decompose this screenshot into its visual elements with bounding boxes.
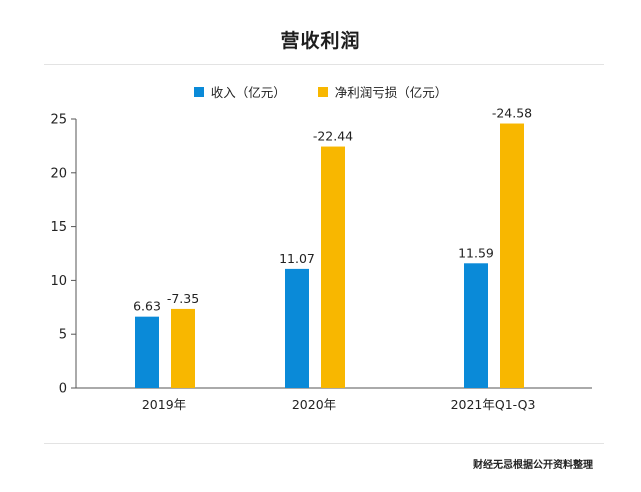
y-tick-label-2: 10 (50, 274, 67, 289)
y-tick-label-4: 20 (50, 166, 67, 181)
data-label-net-loss-0: -7.35 (167, 291, 199, 306)
y-tick-label-1: 5 (59, 328, 67, 343)
legend-label-net-loss: 净利润亏损（亿元） (334, 85, 448, 100)
bar-revenue-1 (285, 268, 309, 388)
legend-item-revenue: 收入（亿元） (193, 82, 286, 101)
y-tick-label-0: 0 (59, 382, 67, 397)
legend-label-revenue: 收入（亿元） (210, 85, 286, 100)
title-divider (44, 64, 604, 65)
y-tick-label-5: 25 (50, 113, 67, 128)
bar-net-loss-1 (321, 146, 345, 388)
source-note: 财经无忌根据公开资料整理 (473, 460, 593, 471)
bar-revenue-2 (464, 263, 488, 388)
legend: 收入（亿元） 净利润亏损（亿元） (0, 82, 641, 101)
footer-divider (44, 443, 604, 444)
x-tick-label-2: 2021年Q1-Q3 (451, 397, 536, 412)
legend-swatch-net-loss (317, 86, 328, 97)
x-tick-label-1: 2020年 (292, 397, 336, 412)
data-label-revenue-0: 6.63 (133, 299, 161, 314)
chart-title: 营收利润 (280, 30, 361, 52)
data-label-revenue-2: 11.59 (458, 245, 494, 260)
legend-swatch-revenue (193, 86, 204, 97)
bar-net-loss-0 (171, 308, 195, 388)
bar-revenue-0 (135, 316, 159, 388)
data-label-net-loss-1: -22.44 (313, 129, 353, 144)
data-label-revenue-1: 11.07 (279, 251, 315, 266)
y-tick-label-3: 15 (50, 220, 67, 235)
legend-item-net-loss: 净利润亏损（亿元） (317, 82, 448, 101)
bar-net-loss-2 (500, 123, 524, 389)
x-tick-label-0: 2019年 (142, 397, 186, 412)
data-label-net-loss-2: -24.58 (492, 106, 532, 121)
